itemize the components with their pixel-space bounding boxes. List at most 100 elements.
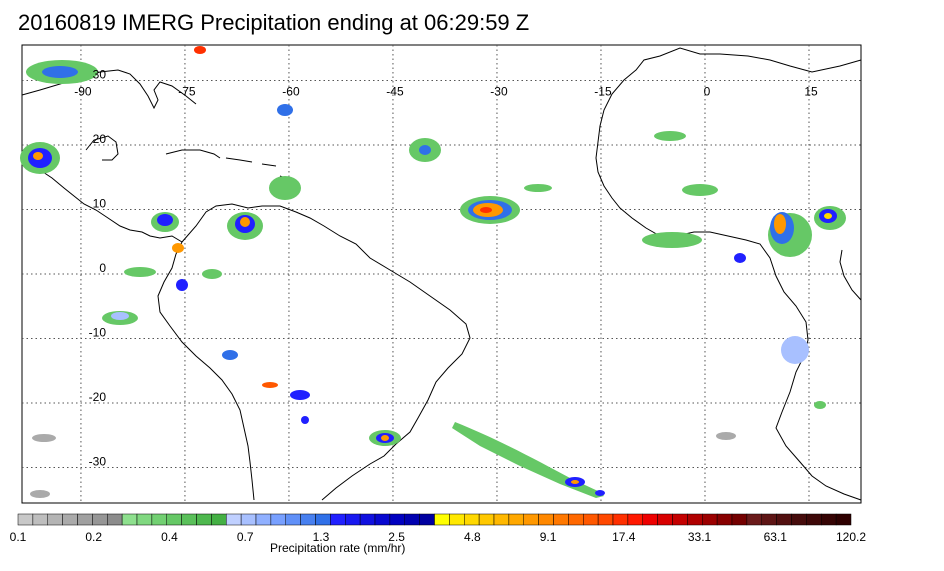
colorbar-swatch [791,513,807,526]
colorbar-swatch [345,513,361,526]
colorbar-swatch [330,513,346,526]
precip-cell-atlantic-itcz [460,184,552,224]
precip-cell-north [20,46,686,174]
colorbar-swatch [464,513,480,526]
colorbar-swatch [62,513,78,526]
colorbar-swatch [17,513,34,526]
colorbar-swatch [240,513,257,526]
colorbar-swatch [642,513,658,526]
lat-label: 20 [93,132,107,146]
colorbar-swatch [806,513,822,526]
precip-cell-west-africa [642,184,846,409]
graticule [22,45,861,503]
colorbar-tick-label: 0.7 [237,530,254,544]
colorbar-swatch [449,513,465,526]
precip-cell-south-atlantic-band [452,422,605,498]
colorbar-tick-label: 63.1 [764,530,788,544]
colorbar-swatch [746,513,762,526]
colorbar-tick-label: 0.1 [10,530,27,544]
lon-label: 15 [804,84,818,98]
lon-label: -45 [386,84,404,98]
colorbar-swatch [47,513,63,526]
colorbar-swatch [226,513,242,526]
colorbar-tick-label: 17.4 [612,530,636,544]
lon-label: -75 [178,84,196,98]
colorbar-swatch [107,513,123,526]
colorbar-tick-label: 4.8 [464,530,481,544]
colorbar-swatch [493,513,510,526]
colorbar-swatch [389,513,405,526]
precip-cell-south-america [102,176,401,446]
latitude-labels: 30 20 10 0 -10 -20 -30 [89,67,107,468]
lon-label: -30 [490,84,508,98]
colorbar-swatch [672,513,688,526]
lon-label: -90 [74,84,92,98]
colorbar-swatch [270,513,286,526]
colorbar-swatch [374,513,391,526]
colorbar-tick-label: 2.5 [388,530,405,544]
lon-label: -60 [282,84,300,98]
colorbar-swatch [478,513,495,526]
colorbar-swatch [627,513,643,526]
colorbar-swatch [404,513,420,526]
lat-label: -30 [89,455,107,469]
lat-label: 10 [93,196,107,210]
colorbar-swatch [508,513,524,526]
colorbar-tick-label: 1.3 [313,530,330,544]
colorbar-swatch [702,513,718,526]
lat-label: 30 [93,67,107,81]
colorbar-swatch [583,513,599,526]
colorbar-swatch [835,513,852,526]
colorbar-tick-label: 120.2 [836,530,866,544]
colorbar-tick-labels: 0.1 0.2 0.4 0.7 1.3 2.5 4.8 9.1 17.4 33.1 63.1 120.… [10,530,867,544]
colorbar-swatch [121,513,138,526]
lat-label: -20 [89,390,107,404]
colorbar-swatch [77,513,93,526]
lon-label: -15 [594,84,612,98]
colorbar-swatch [211,513,227,526]
colorbar-swatch [716,513,733,526]
colorbar-tick-label: 0.4 [161,530,178,544]
colorbar-swatch [196,513,212,526]
longitude-labels: -90 -75 -60 -45 -30 -15 0 15 [74,84,818,98]
colorbar-swatch [166,513,182,526]
colorbar-swatches [17,513,852,526]
colorbar-swatch [568,513,584,526]
colorbar-swatch [776,513,792,526]
colorbar-swatch [434,513,450,526]
colorbar-swatch [300,513,316,526]
colorbar-swatch [136,513,153,526]
colorbar-title: Precipitation rate (mm/hr) [270,541,406,555]
precipitation-cells [20,46,846,498]
colorbar-swatch [92,513,108,526]
colorbar-swatch [761,513,777,526]
lon-label: 0 [704,84,711,98]
colorbar-swatch [597,513,614,526]
colorbar-swatch [181,513,197,526]
colorbar-swatch [359,513,376,526]
colorbar-tick-label: 9.1 [540,530,557,544]
colorbar-swatch [285,513,301,526]
coastlines [21,47,862,501]
colorbar-swatch [255,513,272,526]
colorbar-swatch [419,513,435,526]
lat-label: -10 [89,326,107,340]
precip-cell-gray-trace [30,432,736,498]
colorbar-swatch [553,513,569,526]
colorbar-tick-label: 0.2 [85,530,102,544]
lat-label: 0 [99,261,106,275]
colorbar-swatch [32,513,48,526]
colorbar-swatch [821,513,837,526]
colorbar-swatch [151,513,167,526]
colorbar-swatch [657,513,673,526]
colorbar-swatch [315,513,331,526]
colorbar-tick-label: 33.1 [688,530,712,544]
colorbar-swatch [731,513,748,526]
colorbar-swatch [538,513,554,526]
colorbar-swatch [687,513,703,526]
map-title: 20160819 IMERG Precipitation ending at 0… [18,10,530,35]
colorbar-swatch [523,513,539,526]
colorbar-swatch [612,513,629,526]
